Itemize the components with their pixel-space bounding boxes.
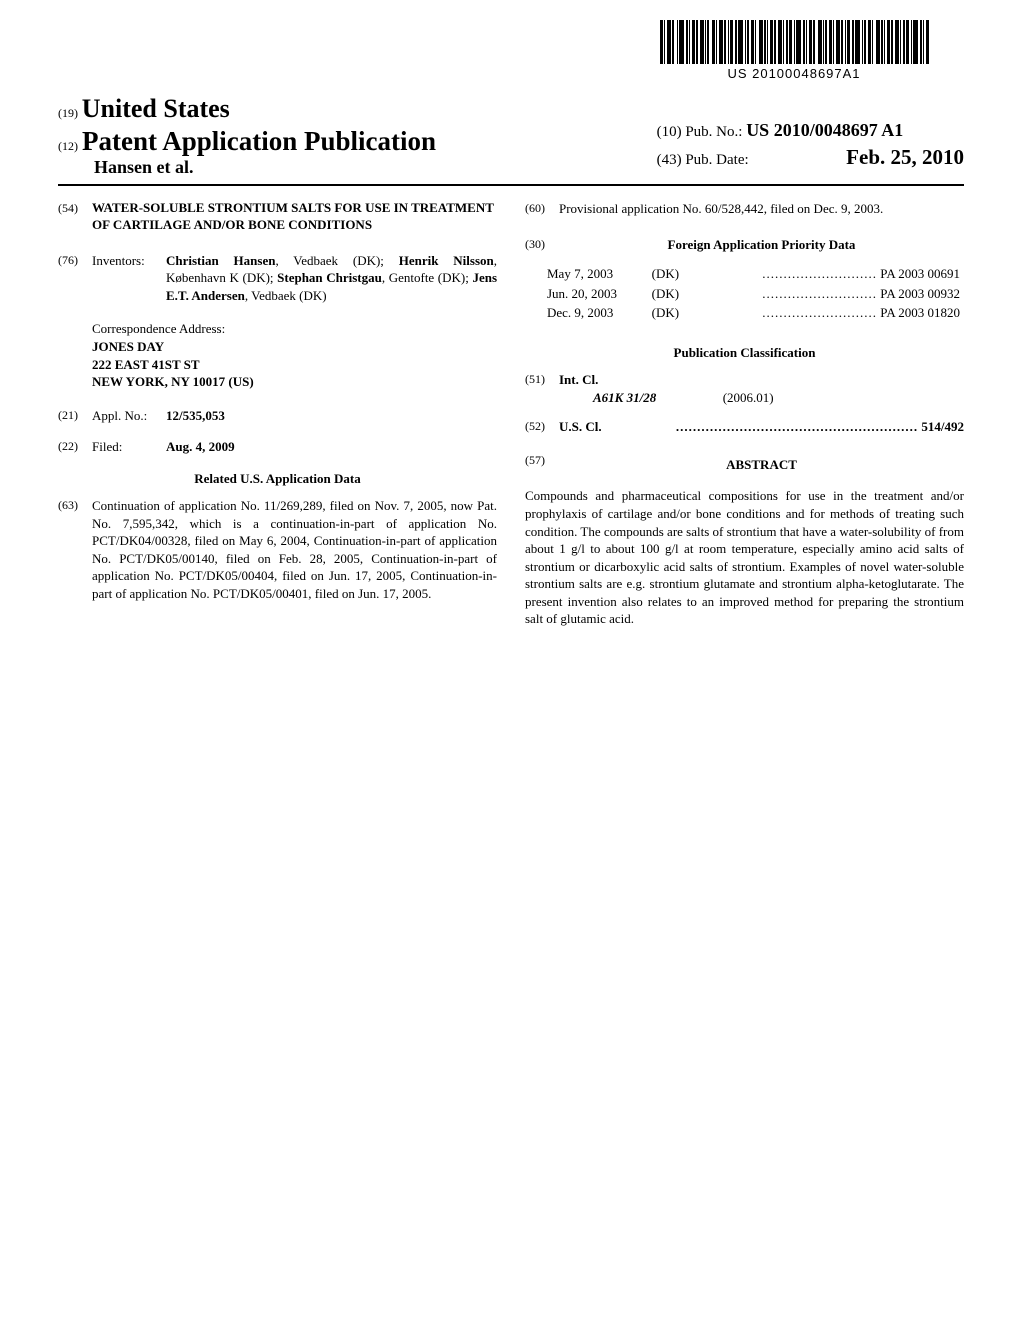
uscl-label: U.S. Cl. <box>559 418 615 436</box>
field-num-52: (52) <box>525 418 559 436</box>
priority-row: Dec. 9, 2003(DK)........................… <box>527 304 962 322</box>
priority-row: May 7, 2003(DK).........................… <box>527 265 962 283</box>
kind-code-12: (12) <box>58 139 78 153</box>
correspondence-label: Correspondence Address: <box>92 320 497 338</box>
provisional-text: Provisional application No. 60/528,442, … <box>559 200 964 218</box>
provisional-row: (60) Provisional application No. 60/528,… <box>525 200 964 218</box>
pub-no: US 2010/0048697 A1 <box>746 120 903 140</box>
field-num-51: (51) <box>525 371 559 406</box>
field-num-76: (76) <box>58 252 92 305</box>
intcl-class: A61K 31/28 <box>593 390 656 405</box>
pub-no-label: (10) Pub. No.: <box>657 124 743 140</box>
abstract-header-row: (57) ABSTRACT <box>525 452 964 482</box>
abstract-label: ABSTRACT <box>559 456 964 474</box>
appl-no-label: Appl. No.: <box>92 407 166 425</box>
country-heading: United States <box>82 94 230 123</box>
foreign-priority-header: Foreign Application Priority Data <box>559 236 964 254</box>
filed-label: Filed: <box>92 438 166 456</box>
uscl-value: 514/492 <box>921 419 964 434</box>
title-row: (54) WATER-SOLUBLE STRONTIUM SALTS FOR U… <box>58 200 497 234</box>
field-num-54: (54) <box>58 200 92 234</box>
intcl-label: Int. Cl. <box>559 371 964 389</box>
document-code: US 20100048697A1 <box>624 66 964 81</box>
barcode-region: US 20100048697A1 <box>624 20 964 81</box>
pub-info-block: (10) Pub. No.: US 2010/0048697 A1 (43) P… <box>657 120 964 170</box>
correspondence-line1: JONES DAY <box>92 338 497 356</box>
publication-type: Patent Application Publication <box>82 126 436 156</box>
abstract-text: Compounds and pharmaceutical composition… <box>525 487 964 627</box>
pub-date: Feb. 25, 2010 <box>846 145 964 169</box>
field-num-22: (22) <box>58 438 92 456</box>
inventors-label: Inventors: <box>92 252 166 305</box>
left-column: (54) WATER-SOLUBLE STRONTIUM SALTS FOR U… <box>58 200 497 628</box>
barcode <box>624 20 964 64</box>
publication-classification-header: Publication Classification <box>525 344 964 362</box>
correspondence-block: Correspondence Address: JONES DAY 222 EA… <box>92 320 497 390</box>
invention-title: WATER-SOLUBLE STRONTIUM SALTS FOR USE IN… <box>92 200 497 234</box>
filed-value: Aug. 4, 2009 <box>166 438 497 456</box>
priority-row: Jun. 20, 2003(DK).......................… <box>527 285 962 303</box>
correspondence-line3: NEW YORK, NY 10017 (US) <box>92 373 497 391</box>
main-heading: (19) United States (12) Patent Applicati… <box>58 94 964 186</box>
filed-row: (22) Filed: Aug. 4, 2009 <box>58 438 497 456</box>
field-num-21: (21) <box>58 407 92 425</box>
related-app-header: Related U.S. Application Data <box>58 470 497 488</box>
appl-no-row: (21) Appl. No.: 12/535,053 <box>58 407 497 425</box>
inventors-names: Christian Hansen, Vedbaek (DK); Henrik N… <box>166 252 497 305</box>
continuation-text: Continuation of application No. 11/269,2… <box>92 497 497 602</box>
field-num-63: (63) <box>58 497 92 602</box>
right-column: (60) Provisional application No. 60/528,… <box>525 200 964 628</box>
foreign-priority-header-row: (30) Foreign Application Priority Data <box>525 236 964 254</box>
intcl-date: (2006.01) <box>723 390 774 405</box>
appl-no-value: 12/535,053 <box>166 407 497 425</box>
intcl-row: (51) Int. Cl. A61K 31/28 (2006.01) <box>525 371 964 406</box>
uscl-row: (52) U.S. Cl. ..........................… <box>525 418 964 436</box>
uscl-dots: ........................................… <box>676 419 918 434</box>
field-num-30: (30) <box>525 236 559 254</box>
priority-table: May 7, 2003(DK).........................… <box>525 263 964 324</box>
pub-date-label: (43) Pub. Date: <box>657 152 749 168</box>
continuation-row: (63) Continuation of application No. 11/… <box>58 497 497 602</box>
field-num-57: (57) <box>525 452 559 482</box>
inventors-row: (76) Inventors: Christian Hansen, Vedbae… <box>58 252 497 305</box>
correspondence-line2: 222 EAST 41ST ST <box>92 356 497 374</box>
kind-code-19: (19) <box>58 106 78 120</box>
content-columns: (54) WATER-SOLUBLE STRONTIUM SALTS FOR U… <box>58 200 964 628</box>
field-num-60: (60) <box>525 200 559 218</box>
